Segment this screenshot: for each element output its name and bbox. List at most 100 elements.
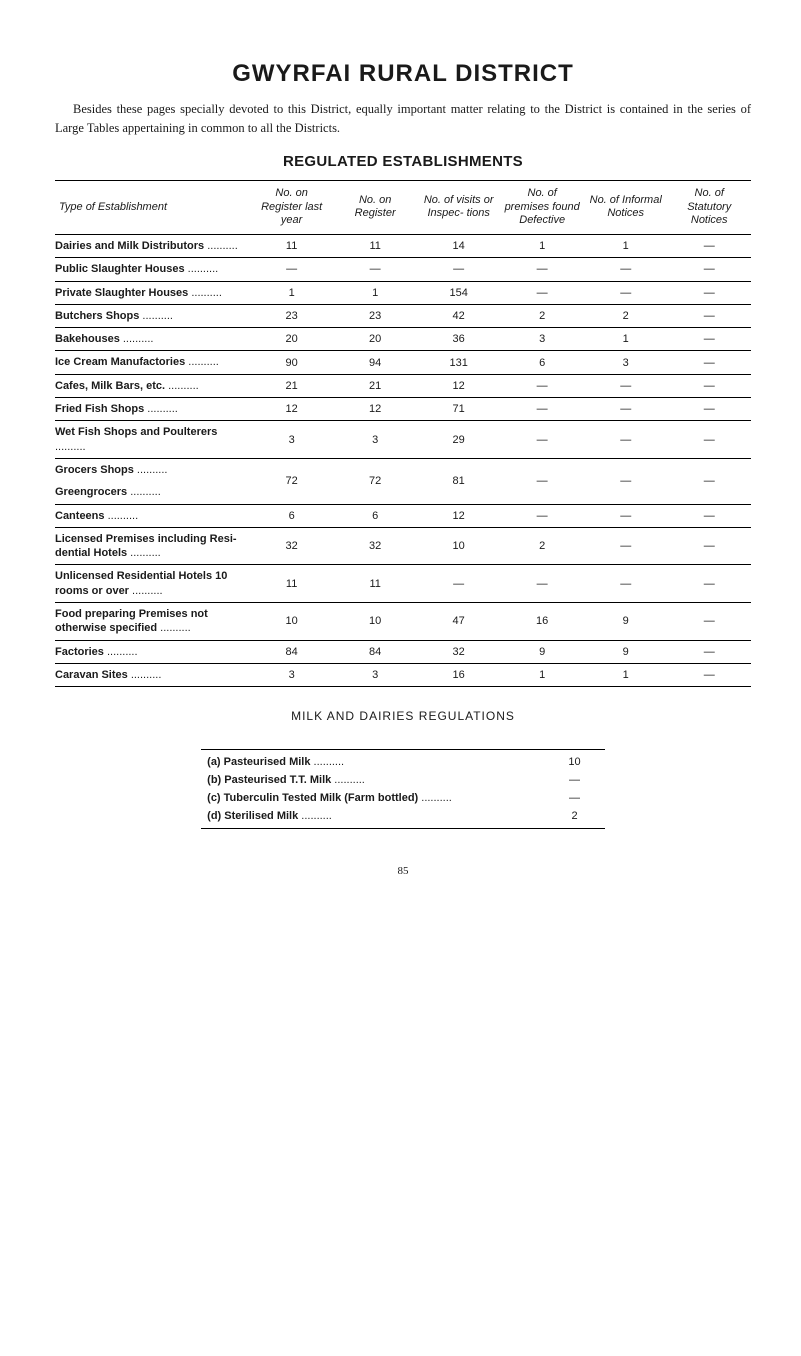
cell: 72 [250,458,334,504]
table-row: Ice Cream Manufactories 909413163— [55,351,751,374]
cell: 71 [417,398,501,421]
cell: — [667,235,751,258]
row-label: (d) Sterilised Milk [201,807,544,829]
cell: 1 [500,235,584,258]
cell: — [667,603,751,641]
cell: — [667,258,751,281]
cell: — [667,565,751,603]
row-label: Unlicensed Residential Hotels 10 rooms o… [55,565,250,603]
cell: 72 [333,458,417,504]
cell: — [584,565,668,603]
section-heading-regulated: REGULATED ESTABLISHMENTS [55,153,751,170]
cell: — [417,565,501,603]
cell: 90 [250,351,334,374]
table-row: Grocers Shops 72 72 81 — — — [55,458,751,481]
row-label: Cafes, Milk Bars, etc. [55,374,250,397]
cell: 9 [584,640,668,663]
cell: — [667,421,751,459]
table-row: Licensed Premises including Resi- dentia… [55,527,751,565]
table-row: Bakehouses 20203631— [55,328,751,351]
cell: — [667,351,751,374]
cell: — [584,258,668,281]
cell: 12 [250,398,334,421]
table-row: Private Slaughter Houses 11154——— [55,281,751,304]
cell: 20 [250,328,334,351]
cell: 1 [584,328,668,351]
section-heading-milk: MILK AND DAIRIES REGULATIONS [55,709,751,723]
milk-regulations-table: (a) Pasteurised Milk 10 (b) Pasteurised … [201,749,605,829]
cell: 3 [333,663,417,686]
cell: 3 [333,421,417,459]
cell: 1 [584,235,668,258]
row-label: Butchers Shops [55,304,250,327]
cell: 47 [417,603,501,641]
table-row: (b) Pasteurised T.T. Milk — [201,771,605,789]
cell: 23 [333,304,417,327]
cell: 6 [333,504,417,527]
cell: 3 [250,421,334,459]
cell: — [667,527,751,565]
cell: — [584,374,668,397]
cell: 3 [584,351,668,374]
cell: 29 [417,421,501,459]
cell: 12 [417,374,501,397]
cell: 11 [250,565,334,603]
row-label: (a) Pasteurised Milk [201,750,544,772]
row-label: Private Slaughter Houses [55,281,250,304]
cell: 131 [417,351,501,374]
cell: 1 [250,281,334,304]
page-title: GWYRFAI RURAL DISTRICT [55,60,751,88]
cell: — [667,663,751,686]
row-label: Factories [55,640,250,663]
row-label: Public Slaughter Houses [55,258,250,281]
table-row: Cafes, Milk Bars, etc. 212112——— [55,374,751,397]
cell: 23 [250,304,334,327]
cell: — [584,527,668,565]
cell: 16 [500,603,584,641]
cell: — [667,398,751,421]
cell: 1 [333,281,417,304]
row-label: (b) Pasteurised T.T. Milk [201,771,544,789]
cell: 6 [500,351,584,374]
cell: — [584,281,668,304]
cell: 1 [584,663,668,686]
cell: — [584,398,668,421]
cell: 21 [250,374,334,397]
table-row: Food preparing Premises not otherwise sp… [55,603,751,641]
row-label: Caravan Sites [55,663,250,686]
row-label: (c) Tuberculin Tested Milk (Farm bottled… [201,789,544,807]
table-row: (a) Pasteurised Milk 10 [201,750,605,772]
col-header-informal: No. of Informal Notices [584,180,668,234]
cell: 11 [333,565,417,603]
cell: 11 [250,235,334,258]
cell: 32 [250,527,334,565]
cell: — [500,421,584,459]
cell: 14 [417,235,501,258]
cell: 3 [500,328,584,351]
cell: — [500,258,584,281]
table-row: Factories 84843299— [55,640,751,663]
cell: — [500,281,584,304]
cell: — [544,771,605,789]
cell: 154 [417,281,501,304]
table-row: Butchers Shops 23234222— [55,304,751,327]
table-row: (d) Sterilised Milk 2 [201,807,605,829]
cell: 2 [500,304,584,327]
cell: 12 [333,398,417,421]
cell: 2 [500,527,584,565]
cell: 10 [544,750,605,772]
cell: 32 [417,640,501,663]
cell: 84 [250,640,334,663]
cell: — [333,258,417,281]
table-row: Wet Fish Shops and Poulterers 3329——— [55,421,751,459]
page-number: 85 [55,865,751,877]
cell: — [500,458,584,504]
col-header-reg: No. on Register [333,180,417,234]
cell: 9 [584,603,668,641]
cell: — [584,458,668,504]
cell: 32 [333,527,417,565]
cell: 42 [417,304,501,327]
intro-paragraph: Besides these pages specially devoted to… [55,100,751,139]
cell: 6 [250,504,334,527]
row-label: Food preparing Premises not otherwise sp… [55,603,250,641]
